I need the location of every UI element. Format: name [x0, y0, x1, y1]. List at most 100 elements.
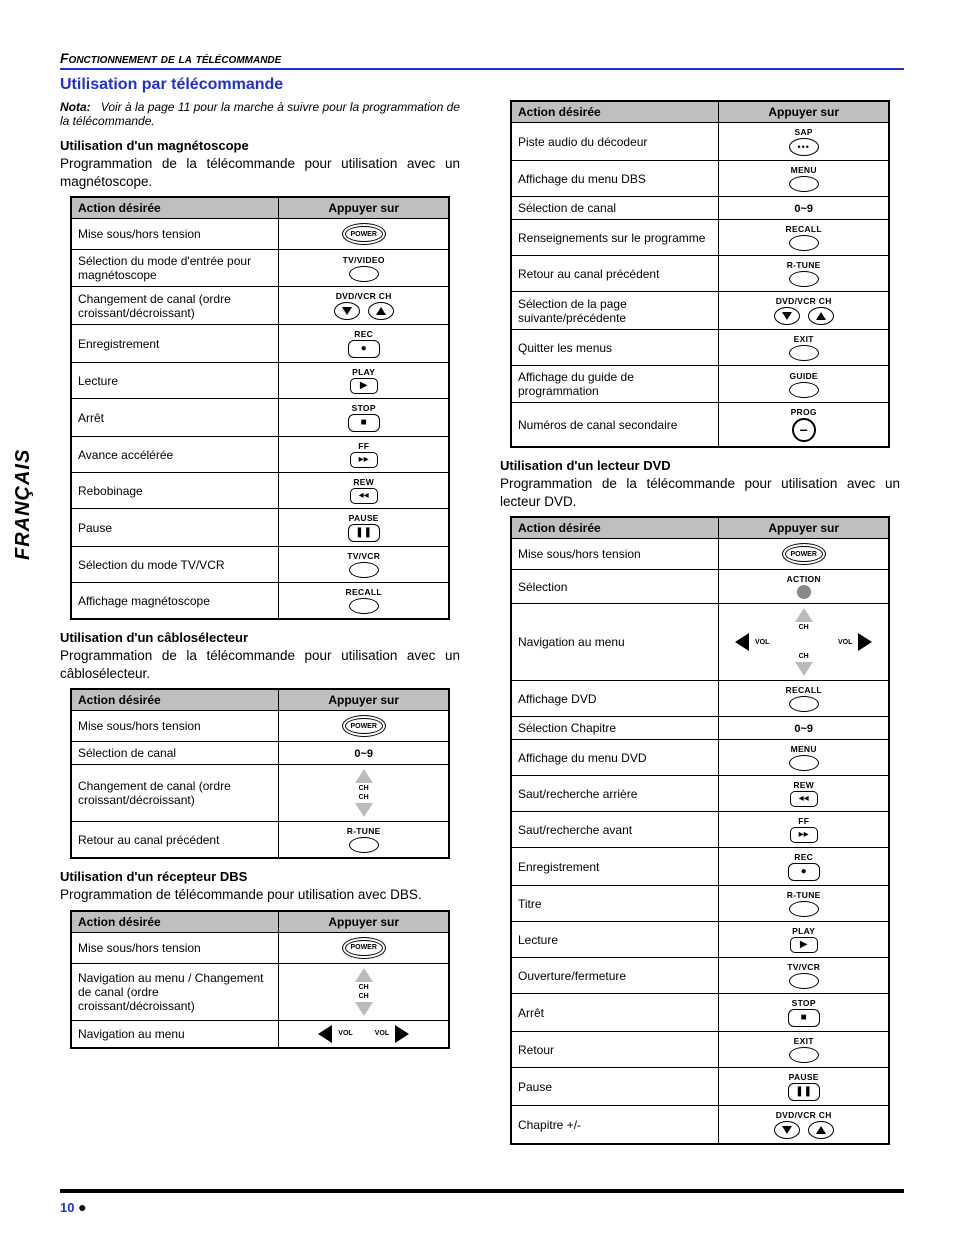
oval-button-icon — [789, 696, 819, 712]
press-cell: 0~9 — [279, 742, 449, 765]
table-row: Sélection Chapitre0~9 — [511, 717, 889, 740]
action-cell: Saut/recherche arrière — [511, 776, 719, 812]
nota-label: Nota: — [60, 100, 91, 114]
table-row: EnregistrementREC● — [511, 848, 889, 886]
press-cell: MENU — [719, 161, 889, 197]
table-row: Mise sous/hors tensionPOWER — [71, 932, 449, 963]
action-cell: Navigation au menu — [71, 1020, 279, 1048]
table-row: Changement de canal (ordre croissant/déc… — [71, 287, 449, 325]
action-cell: Rebobinage — [71, 473, 279, 509]
action-cell: Affichage du guide de programmation — [511, 366, 719, 403]
col-press: Appuyer sur — [279, 911, 449, 933]
table-row: Saut/recherche arrièreREW◂◂ — [511, 776, 889, 812]
action-cell: Avance accélérée — [71, 437, 279, 473]
table-row: Navigation au menu CH VOLVOL CH — [511, 604, 889, 681]
press-cell: TV/VIDEO — [279, 250, 449, 287]
table-row: ArrêtSTOP■ — [511, 994, 889, 1032]
press-cell: EXIT — [719, 330, 889, 366]
rew-button-icon: ◂◂ — [790, 791, 818, 807]
action-cell: Sélection — [511, 570, 719, 604]
dbs-table: Action désiréeAppuyer surMise sous/hors … — [70, 910, 450, 1049]
press-cell: PLAY▶ — [719, 922, 889, 958]
power-button-icon: POWER — [342, 715, 386, 737]
col-action: Action désirée — [511, 517, 719, 539]
table-row: Sélection de canal0~9 — [511, 197, 889, 220]
table-row: Mise sous/hors tensionPOWER — [511, 539, 889, 570]
action-cell: Saut/recherche avant — [511, 812, 719, 848]
page-title: Utilisation par télécommande — [60, 76, 904, 94]
oval-button-icon — [789, 755, 819, 771]
col-press: Appuyer sur — [279, 689, 449, 711]
prog-button-icon: − — [792, 418, 816, 442]
press-cell: PLAY▶ — [279, 363, 449, 399]
oval-button-icon — [349, 837, 379, 853]
section-header: Fonctionnement de la télécommande — [60, 50, 904, 70]
action-cell: Mise sous/hors tension — [71, 932, 279, 963]
table-row: Retour au canal précédentR-TUNE — [71, 822, 449, 859]
table-row: Retour au canal précédentR-TUNE — [511, 256, 889, 292]
vol-left-right-icon: VOL VOL — [285, 1025, 442, 1043]
press-cell: POWER — [279, 932, 449, 963]
cable-title: Utilisation d'un câblosélecteur — [60, 630, 460, 645]
action-cell: Enregistrement — [71, 325, 279, 363]
action-cell: Chapitre +/- — [511, 1106, 719, 1145]
col-press: Appuyer sur — [719, 517, 889, 539]
dvd-intro: Programmation de la télécommande pour ut… — [500, 475, 900, 510]
cable-intro: Programmation de la télécommande pour ut… — [60, 647, 460, 682]
table-row: Sélection du mode TV/VCRTV/VCR — [71, 547, 449, 583]
action-cell: Affichage magnétoscope — [71, 583, 279, 620]
press-cell: REW◂◂ — [719, 776, 889, 812]
down-button-icon — [334, 302, 360, 320]
vcr-title: Utilisation d'un magnétoscope — [60, 138, 460, 153]
press-cell: POWER — [279, 219, 449, 250]
press-cell: PROG− — [719, 403, 889, 448]
table-row: Numéros de canal secondairePROG− — [511, 403, 889, 448]
up-button-icon — [368, 302, 394, 320]
press-cell: SAP••• — [719, 123, 889, 161]
press-cell: POWER — [719, 539, 889, 570]
press-cell: ACTION — [719, 570, 889, 604]
vcr-intro: Programmation de la télécommande pour ut… — [60, 155, 460, 190]
oval-button-icon — [349, 598, 379, 614]
press-cell: POWER — [279, 711, 449, 742]
press-cell: REC● — [279, 325, 449, 363]
press-cell: STOP■ — [279, 399, 449, 437]
action-cell: Mise sous/hors tension — [71, 219, 279, 250]
right-column: Action désiréeAppuyer surPiste audio du … — [500, 100, 900, 1155]
table-row: PausePAUSE❚❚ — [71, 509, 449, 547]
col-press: Appuyer sur — [719, 101, 889, 123]
press-cell: MENU — [719, 740, 889, 776]
press-cell: EXIT — [719, 1032, 889, 1068]
press-cell: TV/VCR — [279, 547, 449, 583]
play-button-icon: ▶ — [790, 937, 818, 953]
language-tab: FRANÇAIS — [12, 449, 35, 560]
press-cell: R-TUNE — [279, 822, 449, 859]
oval-button-icon — [789, 973, 819, 989]
press-cell: PAUSE❚❚ — [719, 1068, 889, 1106]
action-cell: Renseignements sur le programme — [511, 220, 719, 256]
table-row: Affichage du menu DVDMENU — [511, 740, 889, 776]
digit-range: 0~9 — [794, 723, 813, 735]
two-columns: Nota: Voir à la page 11 pour la marche à… — [60, 100, 904, 1155]
oval-button-icon — [789, 271, 819, 287]
rew-button-icon: ◂◂ — [350, 488, 378, 504]
press-cell: GUIDE — [719, 366, 889, 403]
table-row: Saut/recherche avantFF▸▸ — [511, 812, 889, 848]
sap-button-icon: ••• — [789, 138, 819, 156]
table-row: Sélection du mode d'entrée pour magnétos… — [71, 250, 449, 287]
table-row: Affichage magnétoscopeRECALL — [71, 583, 449, 620]
table-row: Quitter les menusEXIT — [511, 330, 889, 366]
stop-button-icon: ■ — [788, 1009, 820, 1027]
action-cell: Retour au canal précédent — [71, 822, 279, 859]
action-cell: Ouverture/fermeture — [511, 958, 719, 994]
rec-button-icon: ● — [348, 340, 380, 358]
table-row: Renseignements sur le programmeRECALL — [511, 220, 889, 256]
table-row: RetourEXIT — [511, 1032, 889, 1068]
nota: Nota: Voir à la page 11 pour la marche à… — [60, 100, 460, 128]
press-cell: R-TUNE — [719, 886, 889, 922]
action-cell: Changement de canal (ordre croissant/déc… — [71, 287, 279, 325]
table-row: RebobinageREW◂◂ — [71, 473, 449, 509]
stop-button-icon: ■ — [348, 414, 380, 432]
press-cell: FF▸▸ — [719, 812, 889, 848]
press-cell: REC● — [719, 848, 889, 886]
